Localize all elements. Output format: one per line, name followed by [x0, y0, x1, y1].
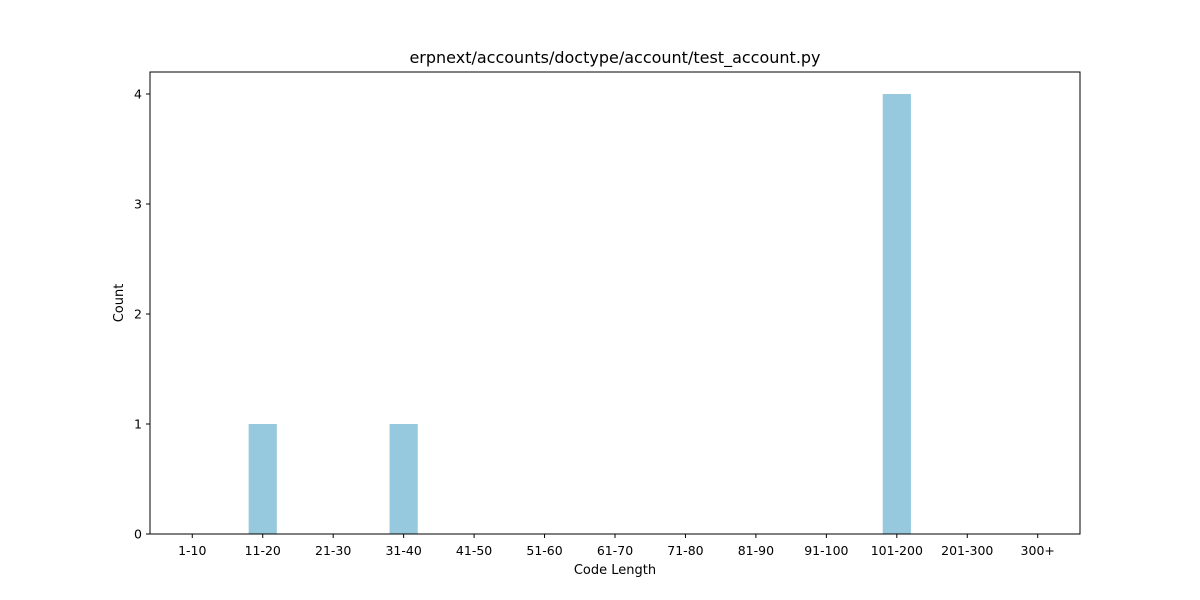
y-axis-ticks: 0 1 2 3 4 — [134, 87, 150, 542]
chart-title: erpnext/accounts/doctype/account/test_ac… — [409, 48, 820, 68]
x-tick-label: 300+ — [1021, 543, 1055, 558]
x-tick-label: 1-10 — [178, 543, 206, 558]
plot-frame — [149, 71, 1081, 535]
bars-group — [248, 94, 911, 534]
y-tick-label: 1 — [134, 417, 142, 432]
y-tick-label: 4 — [134, 87, 142, 102]
x-tick-label: 21-30 — [315, 543, 351, 558]
y-axis-label: Count — [112, 284, 127, 323]
x-tick-label: 61-70 — [597, 543, 633, 558]
x-tick-label: 51-60 — [526, 543, 562, 558]
y-tick-label: 2 — [134, 307, 142, 322]
bar-31-40 — [389, 424, 418, 534]
x-tick-label: 31-40 — [385, 543, 421, 558]
bar-11-20 — [248, 424, 277, 534]
x-axis-label: Code Length — [574, 563, 656, 578]
x-axis-ticks: 1-10 11-20 21-30 31-40 41-50 51-60 61-70 71-80 8… — [178, 534, 1055, 558]
x-tick-label: 11-20 — [245, 543, 281, 558]
x-tick-label: 91-100 — [804, 543, 848, 558]
x-tick-label: 101-200 — [871, 543, 923, 558]
y-tick-label: 0 — [134, 527, 142, 542]
bar-101-200 — [882, 94, 911, 534]
x-tick-label: 201-300 — [941, 543, 993, 558]
x-tick-label: 81-90 — [738, 543, 774, 558]
x-tick-label: 41-50 — [456, 543, 492, 558]
x-tick-label: 71-80 — [667, 543, 703, 558]
y-tick-label: 3 — [134, 197, 142, 212]
